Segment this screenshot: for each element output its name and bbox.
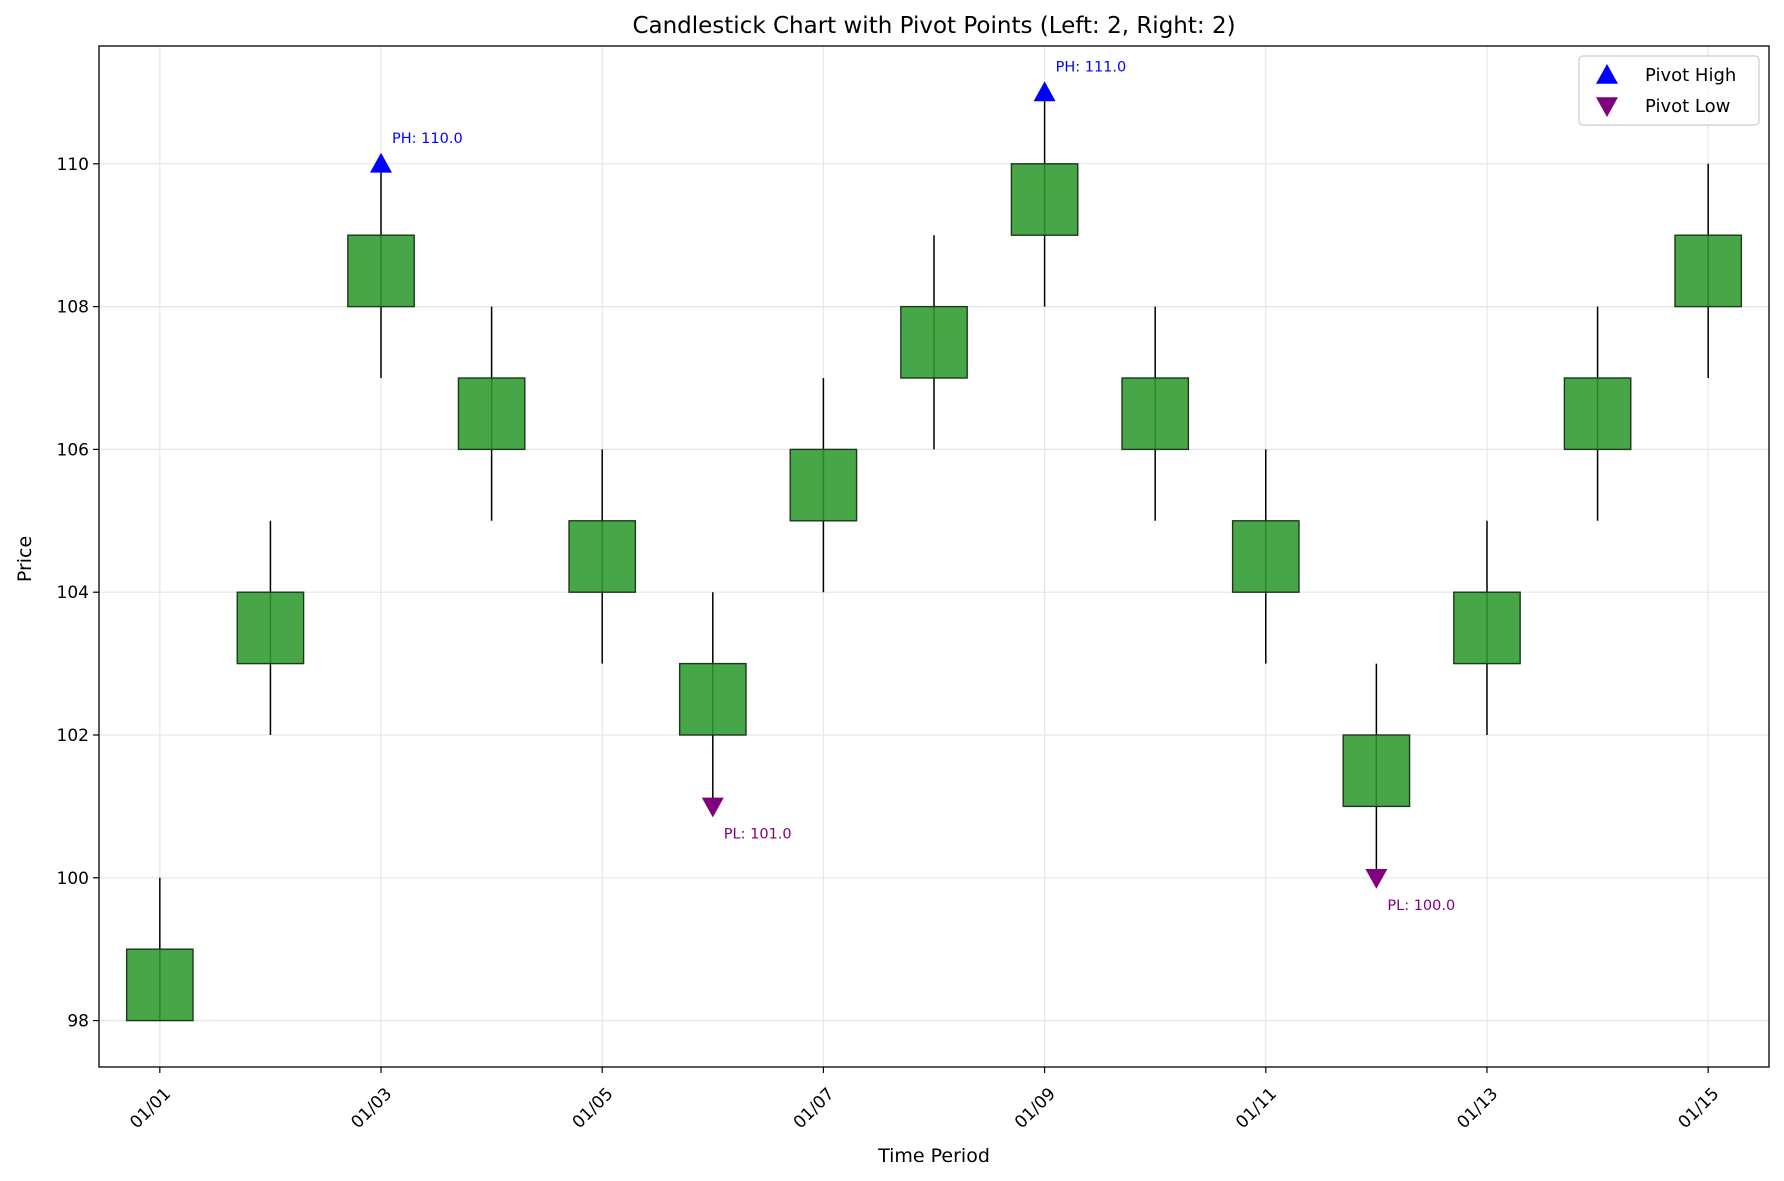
pivot-low-label: PL: 100.0 [1387, 898, 1455, 914]
candle [568, 449, 637, 664]
candle-body [900, 305, 968, 379]
legend-pivot-low-icon [1596, 97, 1618, 117]
pivot-low-label: PL: 101.0 [724, 826, 792, 842]
legend-label: Pivot Low [1645, 96, 1730, 117]
candle [1453, 520, 1521, 735]
plot-area-frame [98, 45, 1770, 1068]
y-tick-label: 106 [57, 440, 89, 460]
pivot-low-marker [701, 797, 724, 818]
candle-body [1453, 591, 1521, 665]
legend-label: Pivot High [1645, 65, 1736, 86]
candle [1231, 449, 1300, 664]
pivot-high-label: PH: 110.0 [392, 131, 463, 147]
y-tick-label: 104 [57, 583, 89, 603]
legend: Pivot High Pivot Low [1578, 55, 1760, 126]
candle [789, 378, 858, 593]
pivot-low-marker [1365, 868, 1388, 889]
candle-body [568, 520, 637, 593]
candle [1121, 306, 1190, 521]
candle [1674, 163, 1743, 379]
y-tick-label: 102 [57, 726, 89, 746]
legend-box [1578, 55, 1760, 126]
candle [347, 163, 415, 379]
candle-body [789, 448, 858, 522]
candle [1342, 663, 1411, 878]
candles [125, 92, 1743, 1022]
candle [457, 306, 526, 521]
candle-body [1563, 377, 1632, 451]
candle [1010, 92, 1079, 307]
candle-body [347, 234, 415, 308]
candle-body [1674, 234, 1743, 308]
candle-body [1010, 163, 1079, 236]
y-axis: 98 100 102 104 106 108 110 [57, 155, 99, 1032]
candle-body [125, 948, 194, 1022]
y-tick-label: 108 [57, 298, 89, 318]
pivot-high-marker [370, 152, 393, 173]
candle-body [678, 662, 747, 736]
candle [1563, 306, 1632, 521]
candle [125, 877, 194, 1022]
legend-pivot-high-icon [1596, 64, 1618, 84]
candle [900, 235, 968, 450]
y-axis-label: Price [14, 536, 36, 582]
candle [236, 520, 305, 735]
pivot-high-marker [1033, 81, 1056, 102]
y-tick-label: 110 [57, 155, 89, 175]
candle-body [457, 377, 526, 451]
candle [678, 592, 747, 807]
candle-body [1121, 377, 1190, 451]
x-axis-label: Time Period [877, 1145, 990, 1167]
candle-body [236, 591, 305, 665]
pivot-markers: PH: 110.0 PH: 111.0 PL: 101.0 PL: 100.0 [370, 59, 1455, 914]
pivot-high-label: PH: 111.0 [1056, 59, 1127, 75]
candle-body [1231, 520, 1300, 593]
candle-body [1342, 734, 1411, 808]
y-tick-label: 98 [67, 1012, 89, 1032]
chart-title: Candlestick Chart with Pivot Points (Lef… [632, 13, 1235, 39]
y-tick-label: 100 [57, 869, 89, 889]
